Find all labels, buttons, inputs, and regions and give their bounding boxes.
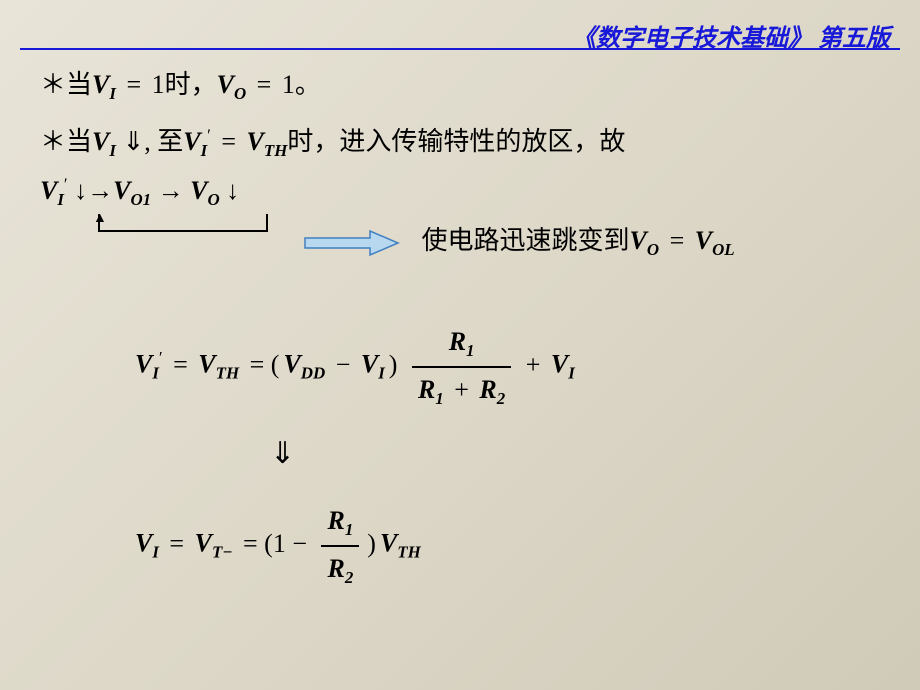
slide-content: ＊当VI = 1时，VO = 1。 ＊当VI ⇓, 至VI′ = VTH时，进入…: [40, 60, 890, 598]
eq1-lhs-sup: ′: [159, 348, 163, 367]
eq1-lhs-sub: I: [152, 364, 159, 383]
mid1: 至: [157, 127, 183, 156]
var-vip: V: [183, 127, 200, 156]
eq2-eq1: =: [163, 529, 191, 558]
sub-o3: O: [207, 190, 219, 209]
eq1-vi2: V: [551, 350, 568, 379]
eq-l2: =: [215, 127, 243, 156]
var-vi2: V: [92, 127, 109, 156]
eq1-vdd-sub: DD: [301, 364, 325, 383]
eq1-eq1: =: [167, 350, 195, 379]
arr1: ↓→: [68, 176, 114, 205]
text-line-1: ＊当VI = 1时，VO = 1。: [40, 65, 890, 107]
equation-1: VI′ = VTH = (VDD − VI) R1R1 + R2 + VI: [135, 322, 890, 411]
den-r1-sub: 1: [435, 389, 443, 408]
sub-ol: OL: [712, 240, 735, 259]
feedback-loop-box: [98, 214, 268, 232]
sup-prime: ′: [207, 125, 211, 144]
eq: =: [120, 70, 148, 99]
eq1-lhs: V: [135, 350, 152, 379]
prefix2: ＊当: [40, 127, 92, 156]
eq1-vth-sub: TH: [216, 364, 239, 383]
suffix: 。: [295, 70, 321, 99]
eq2-den-sub: 2: [345, 568, 353, 587]
down-double-arrow: ⇓: [270, 431, 890, 476]
text-line-4: 使电路迅速跳变到VO = VOL: [380, 221, 890, 263]
var-vo3: V: [190, 176, 207, 205]
eq2-vth: V: [380, 529, 397, 558]
den-r2-sub: 2: [497, 389, 505, 408]
eq1-fraction: R1R1 + R2: [412, 322, 511, 411]
eq2: =: [250, 70, 278, 99]
var-vo: V: [217, 70, 234, 99]
eq2-num-r: R: [327, 506, 344, 535]
eq2-lhs-sub: I: [152, 543, 159, 562]
mid2: 时，进入传输特性的放区，故: [287, 127, 625, 156]
var-vo1: V: [113, 176, 130, 205]
eq1-vi2-sub: I: [568, 364, 575, 383]
equation-2: VI = VT− = (1 − R1R2)VTH: [135, 501, 890, 590]
eq2-vt: V: [195, 529, 212, 558]
var-vi: V: [92, 70, 109, 99]
sub-i2: I: [109, 141, 116, 160]
eq1-vth: V: [198, 350, 215, 379]
num-r-sub: 1: [466, 341, 474, 360]
sub-o: O: [234, 84, 246, 103]
eq2-vth-sub: TH: [397, 543, 420, 562]
prefix: ＊当: [40, 70, 92, 99]
den-r2: R: [479, 375, 496, 404]
eq1-close: ): [389, 350, 404, 379]
var-vo4: V: [630, 226, 647, 255]
implies-arrow-icon: [300, 228, 400, 258]
var-vol: V: [695, 226, 712, 255]
var-vth: V: [247, 127, 264, 156]
arrow-down: ⇓,: [116, 127, 157, 156]
sub-i3: I: [57, 190, 64, 209]
feedback-arrow-up: ▲: [93, 208, 107, 229]
eq2-close: ): [367, 529, 376, 558]
eq2-eq2: = (1 −: [237, 529, 314, 558]
header-underline: [20, 48, 900, 50]
sub-i: I: [109, 84, 116, 103]
mid: 时，: [165, 70, 217, 99]
sub-th: TH: [264, 141, 287, 160]
eq1-minus: −: [329, 350, 357, 379]
val-2: 1: [282, 70, 295, 99]
val-1: 1: [152, 70, 165, 99]
eq2-lhs: V: [135, 529, 152, 558]
var-vip3: V: [40, 176, 57, 205]
num-r: R: [449, 327, 466, 356]
sub-o4: O: [647, 240, 659, 259]
eq2-num-sub: 1: [345, 520, 353, 539]
sub-o1: O1: [130, 190, 151, 209]
eq1-eq2: = (: [243, 350, 279, 379]
den-plus: +: [448, 375, 476, 404]
text-line-2: ＊当VI ⇓, 至VI′ = VTH时，进入传输特性的放区，故: [40, 122, 890, 164]
eq1-vdd: V: [283, 350, 300, 379]
eq2-den-r: R: [327, 554, 344, 583]
arr3: ↓: [220, 176, 240, 205]
eq4: =: [663, 226, 691, 255]
eq1-vi-sub: I: [378, 364, 385, 383]
eq2-vt-sub: T−: [212, 543, 233, 562]
arr2: →: [151, 176, 190, 205]
text4: 使电路迅速跳变到: [422, 226, 630, 255]
eq1-vi: V: [361, 350, 378, 379]
den-r1: R: [418, 375, 435, 404]
eq1-plus: +: [519, 350, 547, 379]
eq2-fraction: R1R2: [321, 501, 359, 590]
text-line-3: VI′ ↓→VO1 → VO ↓ ▲: [40, 171, 890, 213]
